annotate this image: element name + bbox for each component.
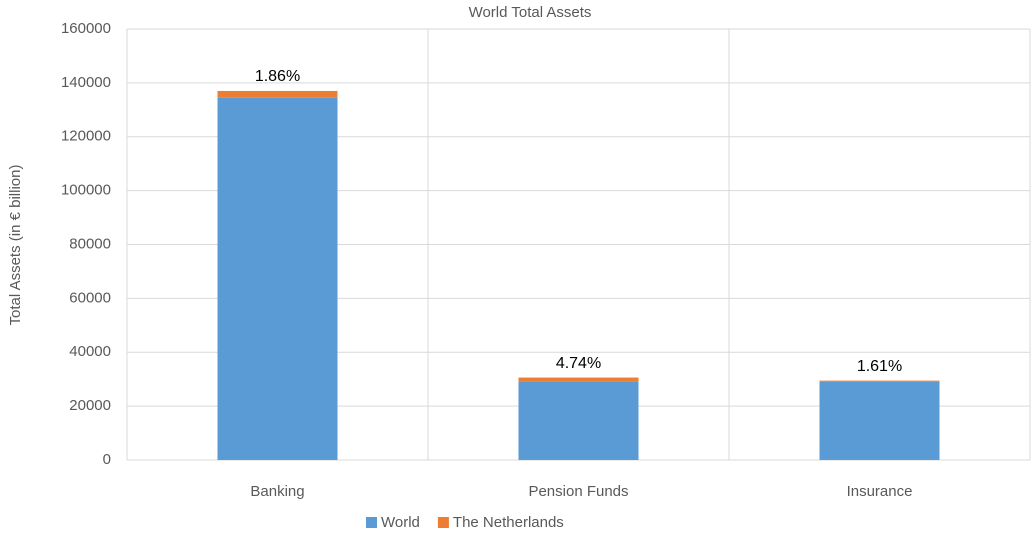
y-tick-label: 20000 (69, 397, 111, 414)
y-axis-label: Total Assets (in € billion) (7, 165, 24, 326)
annotation: 1.86% (255, 68, 300, 85)
y-tick-label: 100000 (61, 182, 111, 199)
annotation: 4.74% (556, 355, 601, 372)
x-tick-label: Banking (250, 483, 304, 500)
y-tick-label: 80000 (69, 235, 111, 252)
annotation: 1.61% (857, 358, 902, 375)
x-tick-label: Pension Funds (528, 483, 628, 500)
bar-segment (217, 97, 338, 461)
legend-label: World (381, 514, 420, 531)
legend-swatch (366, 517, 377, 528)
y-tick-label: 140000 (61, 74, 111, 91)
y-tick-label: 160000 (61, 20, 111, 37)
bar-segment (518, 381, 639, 460)
legend-swatch (437, 517, 449, 528)
y-tick-label: 60000 (69, 289, 111, 306)
legend-label: The Netherlands (453, 514, 564, 531)
y-tick-label: 0 (103, 451, 111, 468)
bar-segment (819, 381, 940, 460)
y-tick-label: 40000 (69, 343, 111, 360)
bar-segment (518, 377, 639, 382)
y-tick-label: 120000 (61, 128, 111, 145)
chart-title: World Total Assets (469, 4, 592, 21)
bar-segment (217, 90, 338, 98)
x-tick-label: Insurance (847, 483, 913, 500)
bar-segment (819, 380, 940, 382)
